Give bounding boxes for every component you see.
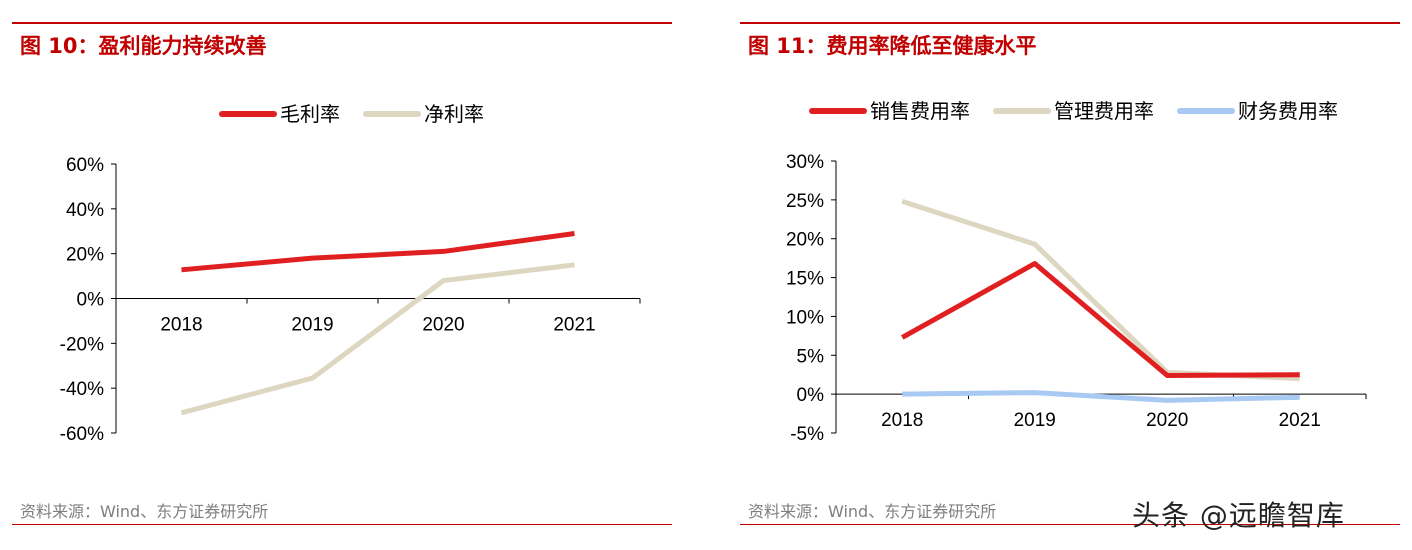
y-tick-label: -60% [60, 424, 104, 445]
series-line [181, 231, 575, 273]
watermark: 头条 @远瞻智库 [1132, 499, 1345, 532]
x-tick-label: 2018 [160, 315, 202, 336]
y-tick-label: 30% [786, 152, 824, 173]
figure-title: 图 10：盈利能力持续改善 [20, 34, 267, 58]
y-tick-label: 10% [786, 307, 824, 328]
legend-item: 净利率 [363, 103, 484, 126]
figure-10-panel: 图 10：盈利能力持续改善 毛利率 净利率 60% 40% 20% 0% -20% -40% -… [12, 0, 672, 550]
series-line [901, 199, 1300, 382]
profitability-line-chart: 毛利率 净利率 60% 40% 20% 0% -20% -40% -60% 2018 2019 202… [60, 103, 641, 445]
x-tick-label: 2020 [422, 315, 464, 336]
x-tick-label: 2019 [1014, 410, 1056, 431]
legend-label: 财务费用率 [1238, 100, 1338, 123]
expense-ratio-line-chart: 销售费用率 管理费用率 财务费用率 30% 25% 20% 15% 10% 5% 0% -5% 201… [786, 100, 1367, 445]
y-tick-label: 60% [66, 155, 104, 176]
figure-11-panel: 图 11：费用率降低至健康水平 销售费用率 管理费用率 财务费用率 30% 25% 20%… [740, 0, 1400, 550]
y-tick-label: 20% [786, 230, 824, 251]
legend-label: 毛利率 [280, 103, 340, 126]
legend-label: 管理费用率 [1054, 100, 1154, 123]
series-line [180, 262, 575, 416]
x-tick-label: 2021 [553, 315, 595, 336]
y-tick-label: -20% [60, 334, 104, 355]
y-tick-label: 25% [786, 191, 824, 212]
x-tick-label: 2019 [291, 315, 333, 336]
y-tick-label: -40% [60, 379, 104, 400]
x-tick-label: 2018 [881, 410, 923, 431]
legend-label: 销售费用率 [870, 100, 970, 123]
x-tick-label: 2020 [1146, 410, 1188, 431]
x-tick-label: 2021 [1279, 410, 1321, 431]
source-note: 资料来源：Wind、东方证券研究所 [748, 502, 997, 521]
legend-item: 毛利率 [219, 103, 340, 126]
y-tick-label: 20% [66, 245, 104, 266]
bottom-rule [740, 524, 1400, 525]
legend-item: 管理费用率 [993, 100, 1154, 123]
source-note: 资料来源：Wind、东方证券研究所 [20, 502, 269, 521]
y-tick-label: 15% [786, 269, 824, 290]
series-line [902, 390, 1300, 403]
y-tick-label: 5% [797, 346, 825, 367]
y-tick-label: 0% [77, 290, 105, 311]
y-tick-label: -5% [790, 424, 824, 445]
bottom-rule [12, 524, 672, 525]
legend-item: 财务费用率 [1177, 100, 1338, 123]
top-rule [740, 22, 1400, 24]
top-rule [12, 22, 672, 24]
series-line [901, 261, 1300, 378]
y-tick-label: 0% [797, 385, 825, 406]
figure-title: 图 11：费用率降低至健康水平 [748, 34, 1037, 58]
legend-item: 销售费用率 [809, 100, 970, 123]
legend-label: 净利率 [424, 103, 484, 126]
y-tick-label: 40% [66, 200, 104, 221]
